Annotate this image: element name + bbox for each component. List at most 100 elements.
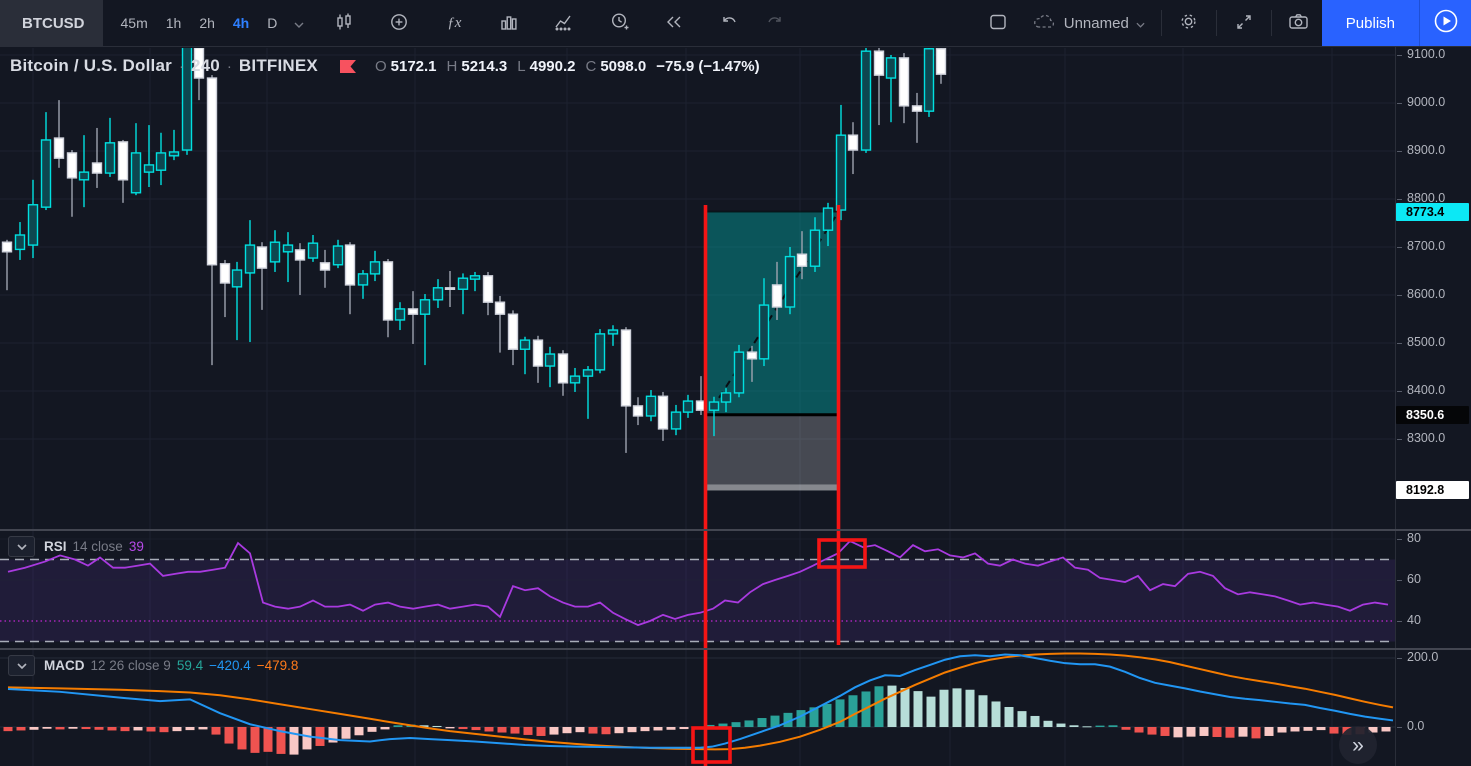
indicators-button[interactable]: ƒx bbox=[431, 0, 477, 46]
price-axis-label: 0.0 bbox=[1407, 719, 1425, 733]
save-layout-control[interactable]: Unnamed bbox=[1021, 0, 1157, 46]
rsi-name-label: RSI bbox=[44, 539, 67, 554]
macd-pane bbox=[0, 652, 1395, 755]
toolbar-divider bbox=[1215, 10, 1217, 36]
axis-tick bbox=[1397, 55, 1402, 56]
pane-separator[interactable] bbox=[0, 648, 1471, 650]
alert-button[interactable] bbox=[596, 0, 642, 46]
chart-style-button[interactable] bbox=[321, 0, 367, 46]
rsi-value: 39 bbox=[128, 539, 144, 554]
toolbar-left-group: BTCUSD 45m 1h 2h 4h D bbox=[0, 0, 798, 46]
timeframe-4h-button[interactable]: 4h bbox=[232, 15, 250, 31]
top-toolbar: BTCUSD 45m 1h 2h 4h D bbox=[0, 0, 1471, 47]
chevron-down-icon bbox=[1136, 15, 1145, 32]
compare-button[interactable] bbox=[376, 0, 422, 46]
macd-hist-value: 59.4 bbox=[176, 658, 204, 673]
price-axis-label: 9100.0 bbox=[1407, 47, 1446, 61]
position-entry-price-label: 8350.6 bbox=[1396, 405, 1469, 424]
axis-tick bbox=[1397, 343, 1402, 344]
publish-cluster: Publish bbox=[1321, 0, 1471, 46]
pane-separator[interactable] bbox=[0, 529, 1471, 531]
interval-label: 240 bbox=[190, 56, 220, 75]
red-annotations[interactable] bbox=[691, 205, 867, 766]
camera-icon bbox=[1288, 12, 1309, 34]
price-axis-label: 8800.0 bbox=[1407, 191, 1446, 205]
settings-button[interactable] bbox=[1166, 0, 1212, 46]
toolbar-right-group: Unnamed bbox=[975, 0, 1471, 46]
axis-tick bbox=[1397, 295, 1402, 296]
candlesticks bbox=[1, 48, 947, 453]
axis-tick bbox=[1397, 151, 1402, 152]
price-axis-label: 8900.0 bbox=[1407, 143, 1446, 157]
layout-button[interactable] bbox=[975, 0, 1021, 46]
rewind-icon bbox=[664, 12, 684, 35]
toolbar-divider bbox=[1160, 10, 1162, 36]
redo-button[interactable] bbox=[752, 0, 798, 46]
separator-dot: · bbox=[178, 57, 184, 75]
fullscreen-arrows-icon bbox=[1234, 12, 1254, 35]
macd-params-label: 12 26 close 9 bbox=[90, 658, 171, 673]
flagged-symbol-icon[interactable] bbox=[339, 59, 358, 74]
chevron-down-icon bbox=[294, 15, 304, 31]
timeframe-1h-button[interactable]: 1h bbox=[165, 15, 182, 31]
price-axis-label: 200.0 bbox=[1407, 650, 1439, 664]
publish-idea-video-button[interactable] bbox=[1419, 0, 1471, 46]
snapshot-button[interactable] bbox=[1276, 0, 1322, 46]
symbol-legend[interactable]: Bitcoin / U.S. Dollar · 240 · BITFINEX O… bbox=[10, 56, 760, 76]
layout-square-icon bbox=[988, 12, 1008, 35]
macd-line bbox=[7, 653, 1394, 749]
fullscreen-button[interactable] bbox=[1221, 0, 1267, 46]
price-axis-label: 8300.0 bbox=[1407, 431, 1446, 445]
goto-newest-button[interactable]: » bbox=[1339, 726, 1377, 764]
timeframe-d-button[interactable]: D bbox=[267, 15, 278, 31]
change-readout: −75.9 (−1.47%) bbox=[656, 57, 760, 75]
replay-button[interactable] bbox=[651, 0, 697, 46]
rsi-pane bbox=[0, 538, 1395, 643]
timeframe-menu-button[interactable] bbox=[286, 0, 312, 46]
macd-signal-value: −479.8 bbox=[256, 658, 299, 673]
axis-tick bbox=[1397, 727, 1402, 728]
ohlc-readout: O 5172.1 H 5214.3 L 4990.2 C 5098.0 −75.9 (−… bbox=[374, 57, 760, 75]
price-axis-label: 60 bbox=[1407, 572, 1421, 586]
rsi-collapse-button[interactable] bbox=[8, 536, 35, 557]
indicator-templates-button[interactable] bbox=[486, 0, 532, 46]
fx-icon: ƒx bbox=[447, 14, 462, 31]
axis-tick bbox=[1397, 199, 1402, 200]
timeframe-45m-button[interactable]: 45m bbox=[120, 15, 148, 31]
columns-chart-icon bbox=[499, 12, 519, 35]
axis-tick bbox=[1397, 539, 1402, 540]
cloud-icon bbox=[1033, 12, 1057, 34]
double-chevron-right-icon: » bbox=[1352, 734, 1364, 757]
toolbar-divider bbox=[1270, 10, 1272, 36]
axis-tick bbox=[1397, 103, 1402, 104]
alert-clock-icon bbox=[609, 11, 630, 35]
macd-name-label: MACD bbox=[44, 658, 85, 673]
compare-plus-icon bbox=[389, 12, 409, 35]
position-stop-price-label: 8192.8 bbox=[1396, 481, 1469, 500]
candlestick-style-icon bbox=[334, 12, 354, 35]
price-axis-label: 8500.0 bbox=[1407, 335, 1446, 349]
gear-icon bbox=[1178, 11, 1199, 35]
undo-button[interactable] bbox=[706, 0, 752, 46]
price-axis-label: 9000.0 bbox=[1407, 95, 1446, 109]
chart-area: » Bitcoin / U.S. Dollar · 240 · BITFINEX… bbox=[0, 47, 1471, 766]
current-price-label: 8773.4 bbox=[1396, 202, 1469, 221]
price-axis-label: 8400.0 bbox=[1407, 383, 1446, 397]
axis-tick bbox=[1397, 621, 1402, 622]
macd-collapse-button[interactable] bbox=[8, 655, 35, 676]
rsi-legend[interactable]: RSI 14 close 39 bbox=[8, 536, 144, 557]
symbol-button[interactable]: BTCUSD bbox=[0, 0, 103, 46]
publish-button[interactable]: Publish bbox=[1345, 14, 1395, 32]
forecast-tools-button[interactable] bbox=[541, 0, 587, 46]
macd-legend[interactable]: MACD 12 26 close 9 59.4 −420.4 −479.8 bbox=[8, 655, 298, 676]
layout-name-label: Unnamed bbox=[1063, 14, 1129, 32]
undo-arrow-icon bbox=[719, 12, 739, 35]
price-axis-label: 40 bbox=[1407, 613, 1421, 627]
grid bbox=[0, 48, 1395, 766]
red-highlight-box bbox=[691, 726, 732, 764]
timeframe-2h-button[interactable]: 2h bbox=[199, 15, 215, 31]
axis-tick bbox=[1397, 391, 1402, 392]
price-axis-label: 8700.0 bbox=[1407, 239, 1446, 253]
